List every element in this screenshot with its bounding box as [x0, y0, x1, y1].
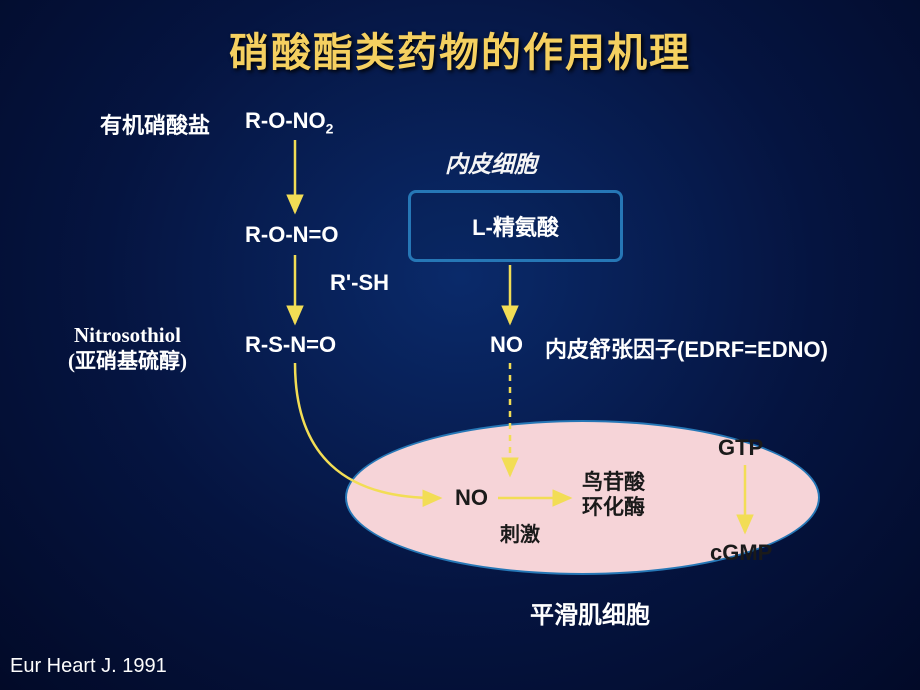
label-roneo: R-O-N=O [245, 222, 339, 248]
slide-title: 硝酸酯类药物的作用机理 [0, 20, 920, 78]
label-edrf: 内皮舒张因子(EDRF=EDNO) [545, 332, 828, 364]
label-organic-nitrate: 有机硝酸盐 [100, 108, 210, 140]
label-stimulate: 刺激 [500, 518, 540, 547]
label-smooth-muscle: 平滑肌细胞 [530, 595, 650, 630]
label-endothelial: 内皮细胞 [445, 145, 537, 179]
citation: Eur Heart J. 1991 [10, 655, 167, 678]
label-cgmp: cGMP [710, 540, 772, 566]
nitrosothiol-cn: (亚硝基硫醇) [68, 348, 187, 374]
gc-line1: 鸟苷酸 [582, 470, 645, 495]
label-rsh: R'-SH [330, 270, 389, 296]
label-gtp: GTP [718, 435, 763, 461]
label-no1: NO [490, 332, 523, 358]
gc-line2: 环化酶 [582, 495, 645, 520]
l-arginine-box: L-精氨酸 [408, 190, 623, 262]
rono2-sub: 2 [326, 120, 334, 136]
label-nitrosothiol: Nitrosothiol (亚硝基硫醇) [68, 322, 187, 375]
label-rsno: R-S-N=O [245, 332, 336, 358]
label-gc: 鸟苷酸 环化酶 [582, 470, 645, 520]
l-arginine-text: L-精氨酸 [472, 210, 559, 242]
label-rono2: R-O-NO2 [245, 108, 333, 136]
label-no2: NO [455, 485, 488, 511]
nitrosothiol-en: Nitrosothiol [68, 322, 187, 348]
rono2-text: R-O-NO [245, 108, 326, 133]
